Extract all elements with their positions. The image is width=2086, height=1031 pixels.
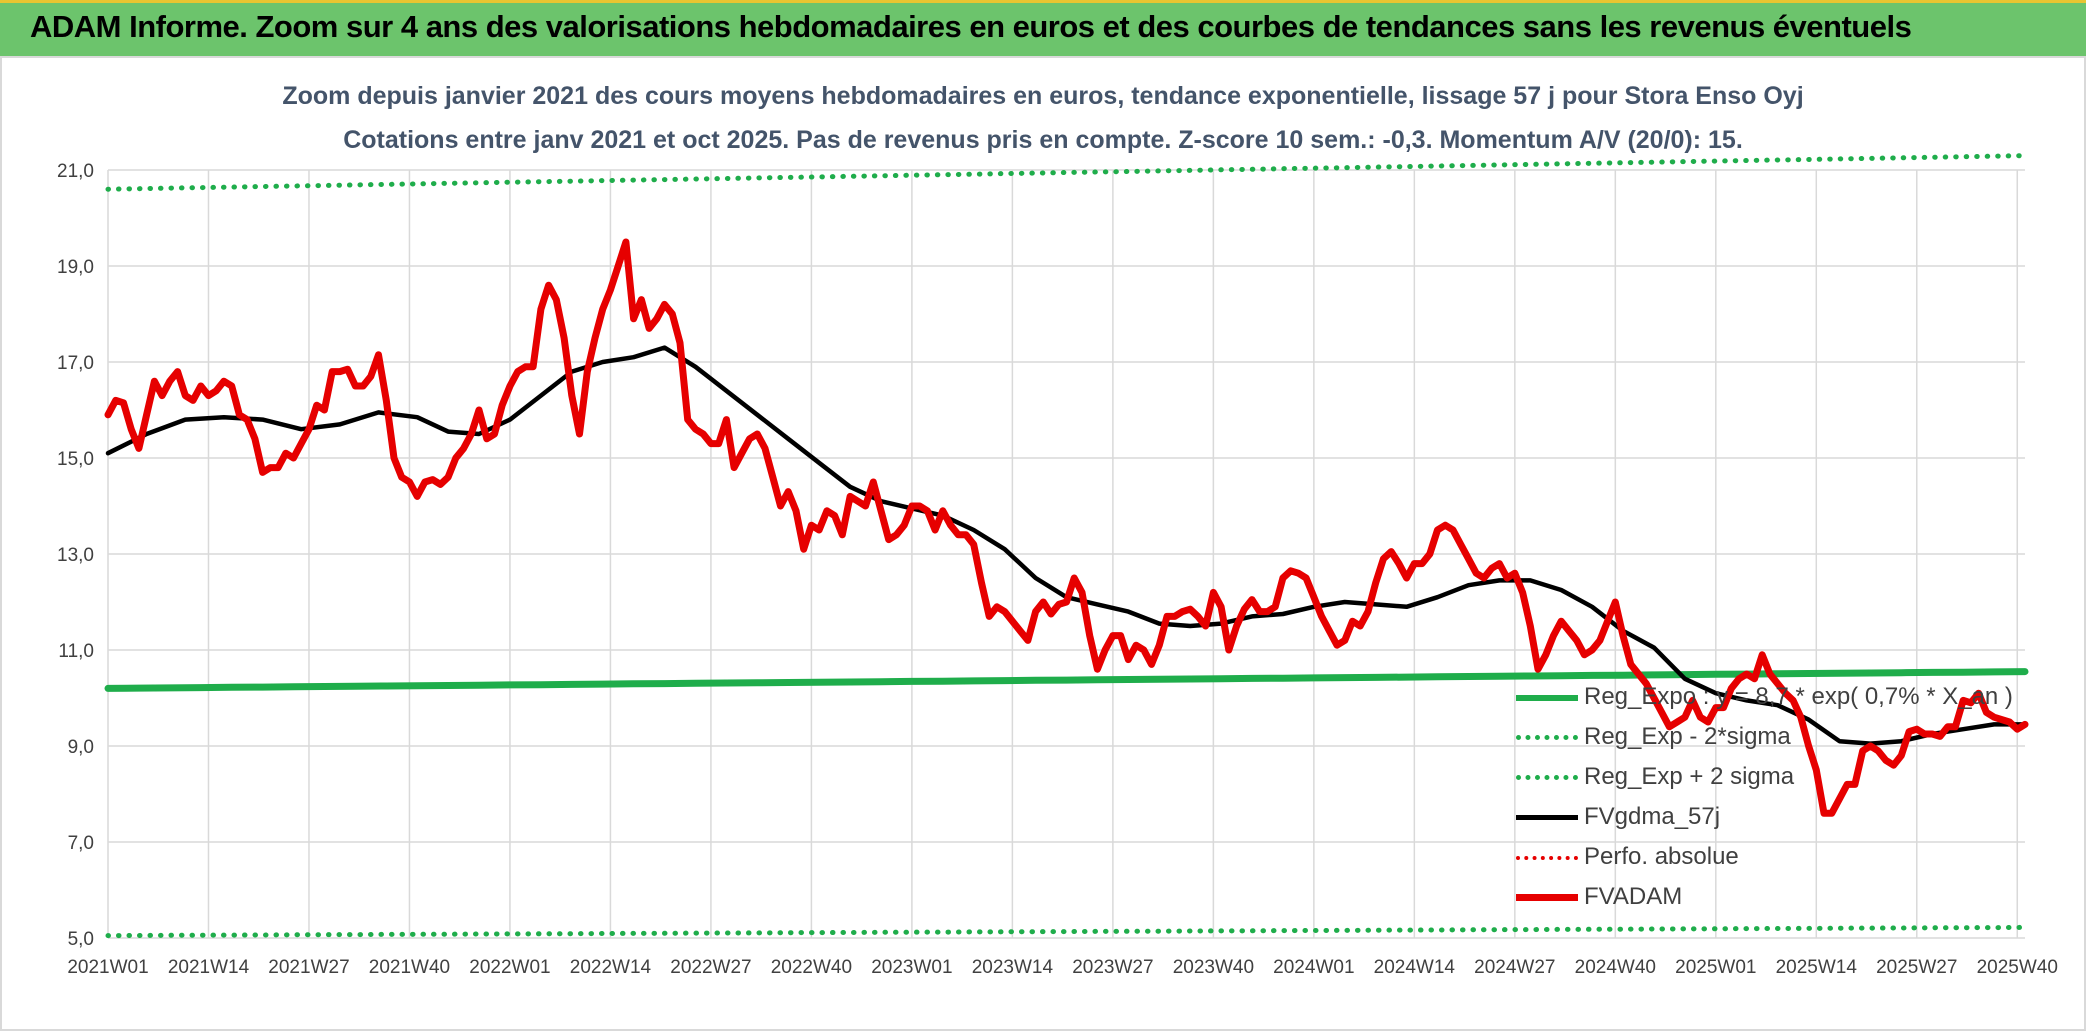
- legend-item-fvadam: FVADAM: [1516, 878, 1816, 918]
- legend-swatch-reg-expo: [1516, 695, 1578, 701]
- x-tick-label: 2024W14: [1374, 957, 1456, 978]
- header-banner: ADAM Informe. Zoom sur 4 ans des valoris…: [0, 0, 2086, 56]
- legend-label-fvadam: FVADAM: [1584, 883, 1683, 910]
- y-tick-label: 13,0: [57, 545, 94, 566]
- y-tick-label: 5,0: [68, 929, 94, 950]
- x-tick-label: 2024W40: [1575, 957, 1656, 978]
- x-tick-label: 2025W27: [1876, 957, 1957, 978]
- legend-swatch-fvadam: [1516, 894, 1578, 901]
- x-tick-label: 2023W01: [871, 957, 952, 978]
- legend-item-reg-expo: Reg_Expo : y = 8,7 * exp( 0,7% * X_an ): [1516, 678, 2013, 718]
- series-reg-expo: [104, 668, 2029, 692]
- legend-item-perfo: Perfo. absolue: [1516, 838, 1816, 878]
- x-tick-label: 2021W40: [369, 957, 450, 978]
- chart-subtitle: Cotations entre janv 2021 et oct 2025. P…: [343, 126, 1743, 154]
- y-tick-label: 7,0: [68, 833, 94, 854]
- series-fvadam: [104, 238, 2029, 817]
- series-reg-exp-minus: [105, 924, 2028, 939]
- x-tick-label: 2021W27: [268, 957, 349, 978]
- chart-legend: Reg_Expo : y = 8,7 * exp( 0,7% * X_an ) …: [1516, 678, 2013, 918]
- x-tick-label: 2025W01: [1675, 957, 1756, 978]
- y-tick-label: 17,0: [57, 353, 94, 374]
- series-reg-exp-plus: [105, 153, 2028, 192]
- legend-swatch-reg-exp-minus: [1516, 735, 1578, 740]
- x-tick-label: 2023W27: [1072, 957, 1153, 978]
- legend-item-reg-exp-plus: Reg_Exp + 2 sigma: [1516, 758, 1816, 798]
- legend-item-reg-exp-minus: Reg_Exp - 2*sigma: [1516, 718, 1816, 758]
- x-tick-label: 2022W01: [469, 957, 550, 978]
- x-tick-label: 2024W27: [1474, 957, 1555, 978]
- y-tick-label: 21,0: [57, 161, 94, 182]
- legend-label-perfo: Perfo. absolue: [1584, 843, 1739, 870]
- x-tick-label: 2022W14: [570, 957, 652, 978]
- y-tick-label: 19,0: [57, 257, 94, 278]
- x-tick-label: 2021W01: [67, 957, 148, 978]
- x-tick-label: 2025W14: [1776, 957, 1858, 978]
- y-tick-label: 11,0: [58, 641, 94, 662]
- x-tick-label: 2022W40: [771, 957, 852, 978]
- legend-swatch-reg-exp-plus: [1516, 775, 1578, 780]
- legend-item-fvgdma: FVgdma_57j: [1516, 798, 1816, 838]
- chart-title: Zoom depuis janvier 2021 des cours moyen…: [282, 82, 1804, 110]
- x-tick-label: 2023W40: [1173, 957, 1254, 978]
- chart-frame: [0, 56, 2086, 1031]
- x-tick-label: 2025W40: [1977, 957, 2058, 978]
- x-tick-label: 2022W27: [670, 957, 751, 978]
- x-tick-label: 2023W14: [972, 957, 1054, 978]
- x-tick-label: 2021W14: [168, 957, 250, 978]
- legend-swatch-perfo: [1516, 856, 1578, 860]
- legend-label-fvgdma: FVgdma_57j: [1584, 803, 1721, 830]
- series-fvgdma: [105, 345, 2028, 746]
- y-tick-label: 9,0: [68, 737, 94, 758]
- legend-label-reg-exp-plus: Reg_Exp + 2 sigma: [1584, 763, 1795, 790]
- banner-title: ADAM Informe. Zoom sur 4 ans des valoris…: [30, 9, 1912, 44]
- legend-label-reg-expo: Reg_Expo : y = 8,7 * exp( 0,7% * X_an ): [1584, 683, 2013, 710]
- legend-swatch-fvgdma: [1516, 815, 1578, 820]
- y-tick-label: 15,0: [57, 449, 94, 470]
- legend-label-reg-exp-minus: Reg_Exp - 2*sigma: [1584, 723, 1791, 750]
- x-tick-label: 2024W01: [1273, 957, 1354, 978]
